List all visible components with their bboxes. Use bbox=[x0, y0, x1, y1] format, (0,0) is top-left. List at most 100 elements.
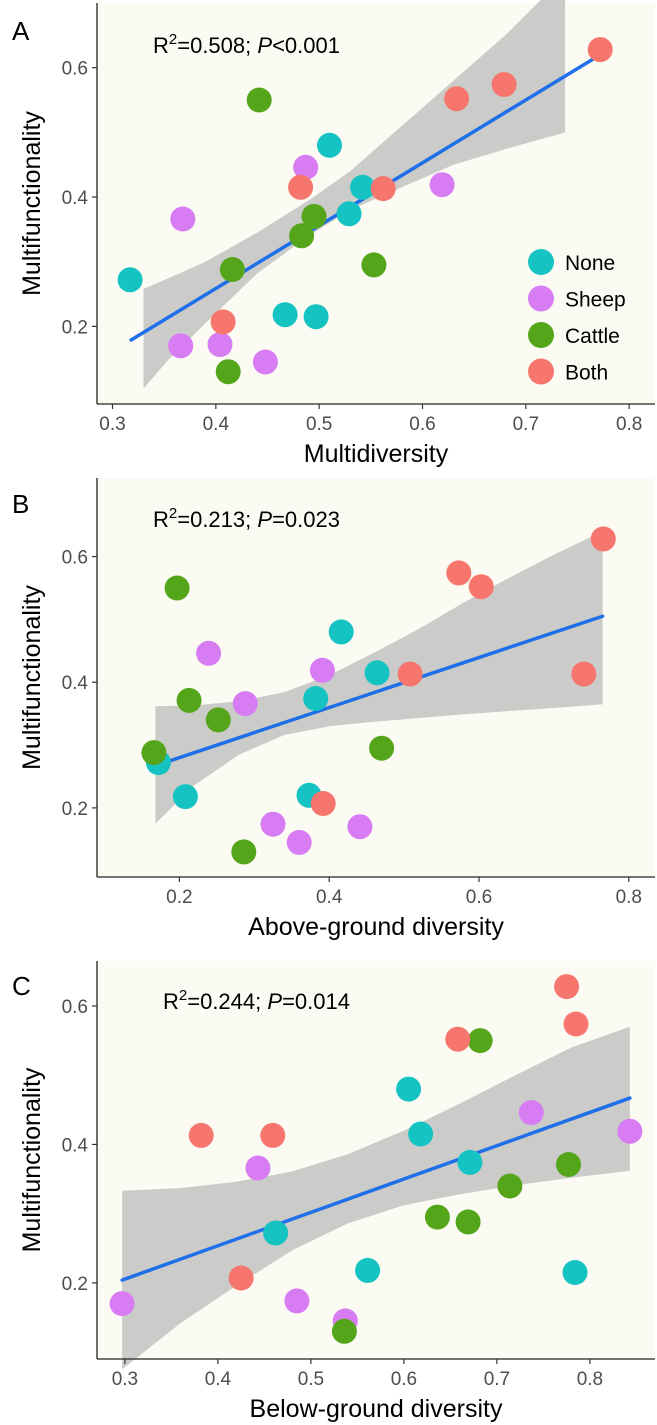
x-tick-label: 0.5 bbox=[298, 1369, 324, 1390]
legend-swatch-sheep bbox=[528, 285, 554, 312]
legend: None Sheep Cattle Both bbox=[528, 249, 626, 385]
x-tick-label: 0.4 bbox=[316, 887, 343, 908]
point-none bbox=[263, 1220, 289, 1246]
point-cattle bbox=[331, 1318, 357, 1344]
point-cattle bbox=[219, 257, 245, 282]
y-tick-label: 0.6 bbox=[62, 59, 88, 80]
point-both bbox=[554, 974, 580, 1000]
point-both bbox=[288, 174, 314, 200]
point-sheep bbox=[518, 1100, 544, 1126]
point-none bbox=[457, 1149, 483, 1175]
x-axis-title: Below-ground diversity bbox=[250, 1395, 503, 1423]
y-axis-title: Multifunctionality bbox=[18, 585, 46, 770]
point-both bbox=[563, 1011, 589, 1037]
point-cattle bbox=[424, 1204, 450, 1230]
point-none bbox=[117, 267, 143, 293]
point-both bbox=[571, 661, 597, 687]
point-sheep bbox=[245, 1155, 271, 1181]
point-both bbox=[446, 560, 472, 586]
x-tick-label: 0.8 bbox=[616, 414, 642, 435]
point-cattle bbox=[556, 1152, 581, 1177]
point-cattle bbox=[369, 735, 395, 761]
x-tick-label: 0.3 bbox=[99, 414, 125, 435]
legend-label-none: None bbox=[565, 252, 615, 275]
point-cattle bbox=[301, 203, 327, 229]
x-tick-label: 0.8 bbox=[577, 1369, 603, 1390]
y-axis-title: Multifunctionality bbox=[18, 1067, 46, 1252]
point-none bbox=[303, 686, 329, 711]
x-tick-label: 0.4 bbox=[203, 414, 230, 435]
point-sheep bbox=[252, 349, 278, 375]
regression-line bbox=[155, 614, 605, 767]
y-tick-label: 0.2 bbox=[62, 317, 88, 338]
x-tick-label: 0.6 bbox=[409, 414, 435, 435]
point-cattle bbox=[455, 1209, 481, 1235]
legend-swatch-cattle bbox=[528, 322, 554, 348]
point-both bbox=[468, 574, 494, 600]
point-sheep bbox=[170, 206, 196, 232]
panel-B: 0.2 0.4 0.6 0.8 0.2 0.4 0.6 Above-ground divers… bbox=[12, 478, 655, 941]
point-cattle bbox=[246, 87, 272, 113]
point-sheep bbox=[347, 814, 373, 840]
legend-swatch-none bbox=[528, 249, 554, 275]
point-none bbox=[408, 1121, 434, 1147]
x-axis-title: Multidiversity bbox=[304, 440, 449, 468]
point-sheep bbox=[286, 829, 312, 855]
x-tick-label: 0.2 bbox=[166, 887, 192, 908]
point-sheep bbox=[284, 1288, 310, 1314]
point-sheep bbox=[617, 1118, 643, 1144]
point-sheep bbox=[207, 332, 233, 357]
point-both bbox=[260, 1122, 286, 1148]
point-both bbox=[491, 72, 517, 97]
point-cattle bbox=[141, 740, 167, 766]
point-none bbox=[336, 201, 362, 227]
panel-A: 0.3 0.4 0.5 0.6 0.7 0.8 0.2 0.4 0.6 Multidiversit… bbox=[12, 0, 655, 468]
point-both bbox=[310, 791, 336, 816]
x-tick-label: 0.4 bbox=[205, 1369, 232, 1390]
legend-label-cattle: Cattle bbox=[565, 325, 620, 348]
point-sheep bbox=[429, 172, 455, 198]
legend-label-both: Both bbox=[565, 362, 608, 385]
confidence-band bbox=[122, 1026, 630, 1370]
point-both bbox=[210, 309, 236, 335]
point-cattle bbox=[289, 223, 315, 249]
point-none bbox=[328, 619, 354, 645]
y-axis-title: Multifunctionality bbox=[18, 111, 46, 296]
y-tick-label: 0.4 bbox=[62, 1135, 89, 1156]
x-tick-label: 0.5 bbox=[306, 414, 332, 435]
point-none bbox=[396, 1076, 422, 1102]
point-none bbox=[355, 1257, 381, 1283]
point-cattle bbox=[176, 687, 202, 713]
point-both bbox=[587, 37, 613, 63]
legend-swatch-both bbox=[528, 358, 554, 385]
point-cattle bbox=[231, 839, 257, 865]
stats-annotation: R2=0.213; P=0.023 bbox=[153, 505, 340, 532]
point-sheep bbox=[168, 333, 194, 359]
x-tick-label: 0.6 bbox=[466, 887, 492, 908]
regression-line bbox=[120, 1096, 632, 1282]
point-both bbox=[370, 176, 396, 202]
x-tick-label: 0.3 bbox=[112, 1369, 138, 1390]
panel-label: A bbox=[12, 16, 30, 46]
y-tick-label: 0.2 bbox=[62, 1274, 88, 1295]
point-cattle bbox=[497, 1173, 523, 1199]
x-axis-title: Above-ground diversity bbox=[248, 913, 504, 941]
legend-label-sheep: Sheep bbox=[565, 289, 626, 312]
y-tick-label: 0.2 bbox=[62, 799, 88, 820]
x-tick-label: 0.7 bbox=[513, 414, 539, 435]
point-none bbox=[172, 784, 198, 810]
panel-label: B bbox=[12, 489, 29, 519]
point-none bbox=[562, 1260, 588, 1285]
y-tick-label: 0.6 bbox=[62, 548, 88, 569]
point-none bbox=[272, 302, 298, 328]
panel-label: C bbox=[12, 971, 31, 1001]
point-both bbox=[444, 86, 470, 112]
y-tick-label: 0.6 bbox=[62, 997, 88, 1018]
point-none bbox=[317, 132, 342, 158]
point-cattle bbox=[215, 359, 241, 385]
x-tick-label: 0.7 bbox=[484, 1369, 510, 1390]
point-none bbox=[350, 174, 376, 200]
point-both bbox=[397, 661, 423, 687]
point-cattle bbox=[164, 575, 190, 601]
